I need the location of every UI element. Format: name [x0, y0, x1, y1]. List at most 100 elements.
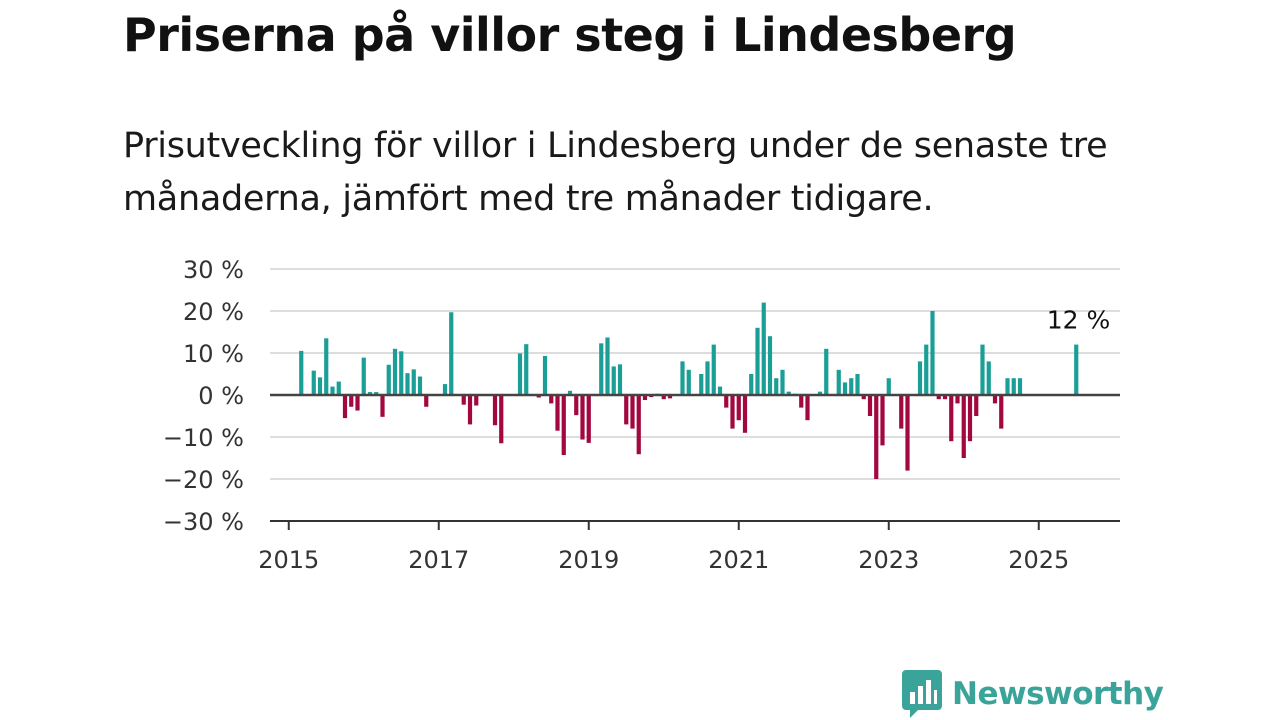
bar	[917, 361, 923, 395]
bar	[886, 378, 891, 395]
bar	[805, 395, 810, 421]
y-tick-label: 20 %	[183, 298, 244, 326]
bar	[399, 351, 404, 395]
bar	[780, 369, 785, 395]
bar	[380, 395, 385, 417]
bar	[355, 395, 360, 411]
bar	[817, 391, 823, 395]
bar	[711, 344, 716, 395]
bar	[386, 364, 391, 395]
bar	[411, 369, 416, 395]
y-tick-label: −20 %	[163, 466, 244, 494]
bar	[699, 374, 704, 395]
bar	[880, 395, 885, 446]
bar	[392, 348, 398, 395]
bar	[405, 373, 410, 395]
bar	[680, 361, 685, 395]
bar	[899, 395, 904, 429]
bar	[874, 395, 879, 479]
bar	[955, 395, 960, 404]
bar	[449, 312, 454, 395]
bar	[936, 395, 941, 400]
bar	[461, 395, 466, 405]
bar	[299, 350, 304, 395]
y-tick-label: 0 %	[198, 382, 244, 410]
data-label: 12 %	[1047, 306, 1111, 335]
bar	[542, 355, 548, 395]
bar	[574, 395, 579, 416]
bar	[767, 336, 773, 395]
bar	[374, 392, 379, 395]
bar	[1074, 344, 1079, 395]
bar	[717, 386, 723, 395]
bar	[555, 395, 560, 431]
bar	[367, 392, 373, 395]
bar	[517, 353, 523, 395]
bar	[736, 395, 741, 421]
bar	[836, 369, 841, 395]
bar	[686, 369, 691, 395]
bar	[861, 395, 866, 400]
bar	[774, 378, 779, 395]
bar	[417, 376, 423, 395]
bar	[442, 384, 448, 395]
x-tick-label: 2023	[858, 546, 919, 574]
bars	[299, 302, 1079, 479]
bar	[967, 395, 973, 442]
bar	[524, 344, 529, 395]
labels: 30 % 20 % 10 % 0 % −10 % −20 % −30 % 2015 2017 20…	[163, 256, 1110, 574]
bar	[961, 395, 966, 458]
bar	[724, 395, 729, 408]
logo-text: Newsworthy	[952, 676, 1164, 712]
chart-subtitle: Prisutveckling för villor i Lindesberg u…	[123, 126, 1108, 219]
bar	[424, 395, 429, 407]
y-tick-label: 30 %	[183, 256, 244, 284]
bar	[930, 311, 935, 395]
bar	[467, 395, 473, 425]
bar	[980, 344, 985, 395]
bar	[867, 395, 873, 416]
bar	[924, 344, 929, 395]
bar	[311, 370, 316, 395]
bar	[499, 395, 504, 444]
bar	[705, 361, 710, 395]
bar	[755, 327, 760, 395]
y-tick-label: −10 %	[163, 424, 244, 452]
bar	[561, 395, 566, 456]
bar	[636, 395, 641, 455]
bar	[974, 395, 979, 416]
bar	[599, 343, 604, 395]
bar	[536, 395, 541, 398]
bar	[317, 377, 323, 395]
bar	[842, 382, 848, 395]
bar	[786, 391, 791, 395]
bar	[999, 395, 1004, 429]
bar	[661, 395, 666, 400]
bar	[586, 395, 591, 443]
bar	[1011, 378, 1016, 395]
grid-lines	[270, 268, 1120, 480]
x-tick-label: 2021	[708, 546, 769, 574]
x-tick-label: 2025	[1008, 546, 1069, 574]
x-tick-label: 2017	[408, 546, 469, 574]
bar	[749, 374, 754, 395]
bar	[580, 395, 585, 440]
chart-title: Priserna på villor steg i Lindesberg	[123, 8, 1017, 62]
bar	[667, 395, 673, 399]
bar	[624, 395, 629, 425]
bar	[642, 395, 648, 401]
bar	[949, 395, 954, 442]
bar	[342, 395, 348, 419]
bar	[630, 395, 635, 429]
bar	[349, 395, 354, 407]
bar	[617, 364, 623, 395]
bar	[324, 338, 329, 395]
newsworthy-logo-icon	[902, 670, 942, 718]
axes	[270, 393, 1120, 530]
y-tick-label: 10 %	[183, 340, 244, 368]
bar	[492, 395, 498, 426]
bar	[855, 374, 860, 395]
y-tick-label: −30 %	[163, 508, 244, 536]
bar	[361, 357, 366, 395]
